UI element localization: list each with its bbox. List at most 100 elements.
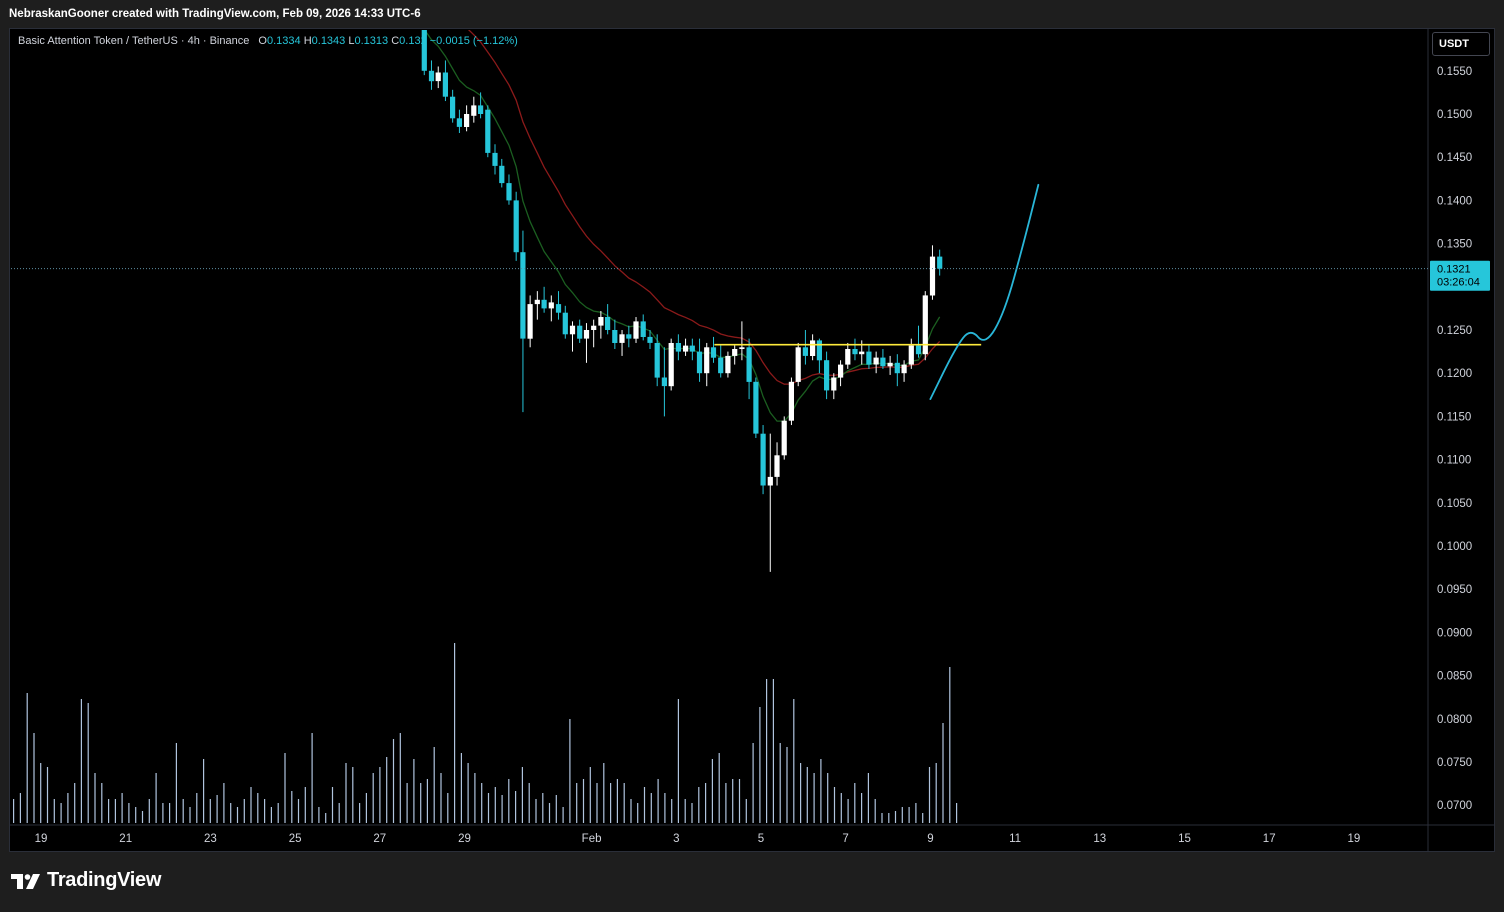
volume-bar [623, 783, 625, 823]
volume-bar [555, 795, 557, 823]
candle-body [513, 200, 519, 253]
volume-bar [840, 793, 842, 823]
volume-bar [928, 767, 931, 823]
candle-body [619, 334, 625, 343]
volume-bar [501, 795, 503, 823]
volume-bar [657, 779, 659, 823]
price-axis-label: 0.1350 [1437, 239, 1472, 251]
time-axis-label: 19 [1348, 833, 1361, 845]
volume-bar [956, 803, 958, 823]
candle-body [816, 340, 822, 361]
volume-bar [718, 753, 720, 823]
candle-body [654, 343, 660, 378]
volume-bar [752, 743, 754, 823]
volume-bar [114, 799, 116, 823]
volume-bar [352, 767, 354, 823]
volume-bar [813, 773, 815, 823]
price-series-group [421, 30, 943, 572]
volume-bar [60, 803, 62, 823]
tradingview-logo-icon [11, 873, 40, 889]
candle-body [640, 321, 646, 337]
candle-body [929, 256, 936, 296]
candle-body [746, 347, 752, 382]
candle-body [562, 312, 568, 335]
price-axis-label: 0.0850 [1437, 671, 1472, 683]
ema-slow-line [467, 30, 941, 385]
volume-bar [542, 793, 544, 823]
candle-body [605, 317, 611, 330]
time-axis-label: 7 [842, 833, 848, 845]
volume-bar [155, 773, 157, 823]
volume-bar [521, 767, 523, 823]
volume-bar [935, 763, 937, 823]
candle-body [739, 347, 745, 349]
volume-bar [53, 799, 55, 823]
close-value: 0.132 [399, 35, 427, 47]
candle-body [810, 340, 816, 356]
candle-body [732, 349, 738, 356]
candle-body [689, 345, 695, 352]
volume-bar [881, 813, 883, 823]
candle-body [725, 355, 731, 374]
time-axis-label: 3 [673, 833, 679, 845]
volume-bar [949, 667, 951, 823]
volume-bar [562, 807, 564, 823]
volume-bar [413, 759, 415, 823]
volume-bar [698, 787, 700, 823]
volume-bar [447, 793, 449, 823]
volume-bar [386, 757, 388, 823]
volume-bar [901, 807, 903, 823]
volume-bar [372, 773, 374, 823]
price-axis-label: 0.1500 [1437, 109, 1472, 121]
candle-body [435, 72, 441, 82]
volume-bar [637, 803, 639, 823]
volume-bar [738, 779, 741, 823]
volume-bar [196, 793, 198, 823]
open-value: 0.1334 [266, 35, 301, 47]
volume-bar [806, 767, 808, 823]
volume-bar [250, 787, 252, 823]
candle-body [598, 317, 604, 326]
candle-body [866, 351, 872, 365]
volume-bar [325, 813, 327, 823]
candle-body [718, 357, 724, 374]
volume-bar [80, 699, 82, 823]
price-axis-label: 0.1200 [1437, 368, 1472, 380]
volume-bar [915, 803, 917, 823]
volume-bar [711, 759, 713, 823]
time-axis-label: 17 [1263, 833, 1276, 845]
open-label: O [258, 35, 267, 47]
volume-bar [162, 803, 164, 823]
time-axis-label: 13 [1093, 833, 1106, 845]
candle-body [548, 302, 554, 309]
candle-body [661, 377, 667, 387]
currency-button[interactable]: USDT [1432, 32, 1490, 56]
volume-bar [576, 783, 578, 823]
price-axis-label: 0.0700 [1437, 800, 1472, 812]
volume-bar [535, 799, 537, 823]
chart-frame [9, 28, 1495, 852]
volume-bar [779, 743, 781, 823]
tradingview-logo[interactable]: TradingView [11, 869, 161, 892]
candle-body [767, 476, 773, 486]
candle-body [421, 30, 427, 71]
change-value: −0.0015 (−1.12%) [429, 35, 518, 47]
volume-bar [230, 803, 232, 823]
volume-bar [643, 787, 646, 823]
candle-body [937, 256, 943, 269]
volume-bar [365, 793, 367, 823]
candle-body [704, 347, 710, 374]
candle-body [626, 334, 632, 339]
candle-body [908, 345, 914, 365]
candle-body [647, 336, 653, 343]
candle-body [788, 381, 794, 421]
volume-bar [515, 791, 517, 823]
volume-bar [616, 779, 618, 823]
candle-body [471, 105, 477, 116]
candle-body [894, 362, 900, 374]
symbol-name: Basic Attention Token / TetherUS · 4h · … [18, 35, 250, 47]
candle-body [492, 152, 498, 166]
volume-bar [33, 733, 35, 823]
candle-body [760, 433, 766, 486]
